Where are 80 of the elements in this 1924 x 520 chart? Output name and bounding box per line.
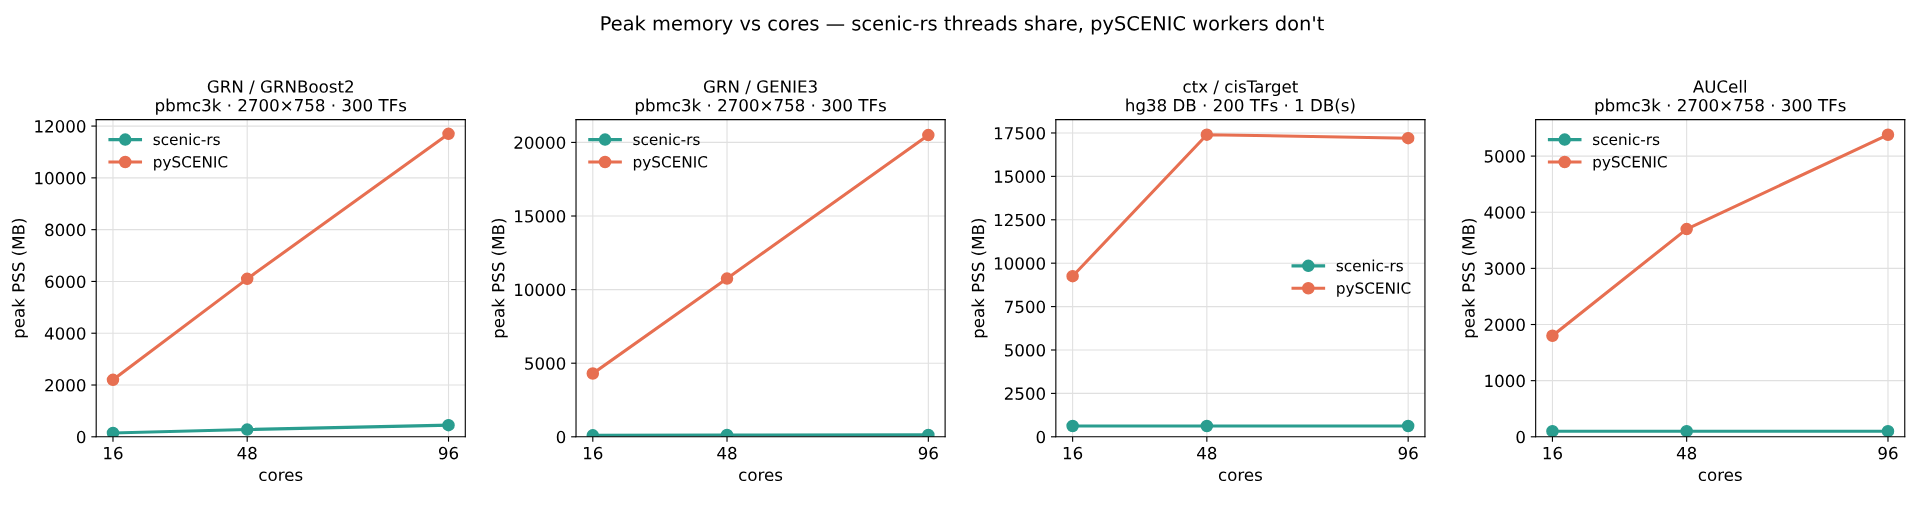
y-tick-label: 2000 <box>45 378 86 392</box>
y-tick-label: 4000 <box>44 327 86 340</box>
point <box>1200 128 1214 141</box>
chart-title: AUCell pbmc3k · 2700×758 · 300 TFs <box>1595 79 1846 115</box>
point <box>586 367 600 380</box>
x-axis-title: cores <box>259 471 303 482</box>
legend-label: scenic-rs <box>1593 133 1660 146</box>
y-tick-label: 0 <box>556 430 566 444</box>
chart-title: ctx / cisTarget hg38 DB · 200 TFs · 1 DB(s) <box>1126 79 1355 115</box>
x-axis-title: cores <box>1218 471 1262 482</box>
y-tick-label: 20000 <box>514 136 566 149</box>
point <box>1546 329 1559 342</box>
legend-label: pySCENIC <box>154 156 228 171</box>
y-tick-label: 15000 <box>994 170 1046 183</box>
point <box>240 272 254 286</box>
y-tick-label: 2500 <box>1004 387 1046 400</box>
x-tick-label: 48 <box>1676 446 1697 460</box>
point <box>1881 128 1895 142</box>
y-tick-label: 10000 <box>994 257 1046 270</box>
point <box>1881 424 1895 437</box>
point <box>106 426 120 437</box>
y-tick-label: 5000 <box>1484 150 1525 163</box>
x-tick-label: 16 <box>104 446 123 460</box>
point <box>442 127 455 141</box>
legend-label: scenic-rs <box>633 133 700 146</box>
point <box>1546 424 1559 437</box>
y-tick-label: 0 <box>1516 430 1525 444</box>
x-tick-label: 16 <box>1543 446 1562 460</box>
x-tick-label: 96 <box>1398 446 1418 460</box>
text: Peak memory vs cores — scenic-rs threads share, pySCENIC workers don't <box>601 15 1324 35</box>
point <box>106 373 120 387</box>
point <box>1200 419 1214 433</box>
chart-title: GRN / GENIE3 pbmc3k · 2700×758 · 300 TFs <box>635 80 886 115</box>
x-axis-title: cores <box>739 471 783 482</box>
x-tick-label: 16 <box>1063 446 1083 460</box>
y-axis-title: peak PSS (MB) <box>11 218 28 338</box>
point <box>1066 419 1079 433</box>
legend-label: pySCENIC <box>1593 156 1667 171</box>
x-tick-label: 48 <box>1197 446 1217 460</box>
x-tick-label: 96 <box>918 446 938 460</box>
y-tick-label: 0 <box>76 430 86 444</box>
y-axis-title: peak PSS (MB) <box>971 218 988 338</box>
legend-label: scenic-rs <box>153 133 220 146</box>
y-axis-title: peak PSS (MB) <box>491 218 508 338</box>
y-tick-label: 12500 <box>994 213 1046 227</box>
y-tick-label: 2000 <box>1484 318 1525 332</box>
y-tick-label: 12000 <box>35 120 86 133</box>
y-tick-label: 10000 <box>515 283 566 297</box>
y-tick-label: 17500 <box>994 126 1046 140</box>
y-tick-label: 1000 <box>1485 374 1525 388</box>
x-tick-label: 16 <box>584 446 603 460</box>
point <box>720 272 734 285</box>
point <box>1401 131 1415 145</box>
x-tick-label: 96 <box>438 446 459 460</box>
y-tick-label: 3000 <box>1484 262 1525 275</box>
legend-label: pySCENIC <box>1337 282 1411 297</box>
point <box>1680 424 1693 437</box>
x-tick-label: 48 <box>717 446 737 460</box>
x-tick-label: 96 <box>1878 446 1898 460</box>
point <box>922 128 935 142</box>
point <box>240 423 254 436</box>
y-tick-label: 7500 <box>1005 300 1046 314</box>
point <box>442 418 455 432</box>
y-tick-label: 0 <box>1036 430 1046 444</box>
y-tick-label: 5000 <box>525 357 566 370</box>
y-tick-label: 10000 <box>35 171 86 185</box>
x-tick-label: 48 <box>237 446 257 460</box>
x-axis-title: cores <box>1698 471 1742 482</box>
legend-label: scenic-rs <box>1336 259 1403 272</box>
legend-label: pySCENIC <box>633 156 708 171</box>
y-axis-title: peak PSS (MB) <box>1461 218 1478 338</box>
y-tick-label: 5000 <box>1004 343 1046 357</box>
y-tick-label: 8000 <box>45 223 86 237</box>
y-tick-label: 4000 <box>1484 206 1525 219</box>
point <box>1401 419 1415 433</box>
y-tick-label: 6000 <box>45 275 86 289</box>
point <box>1680 222 1693 236</box>
chart-title: GRN / GRNBoost2 pbmc3k · 2700×758 · 300 TFs <box>156 80 407 115</box>
y-tick-label: 15000 <box>515 209 566 223</box>
point <box>1066 269 1079 283</box>
